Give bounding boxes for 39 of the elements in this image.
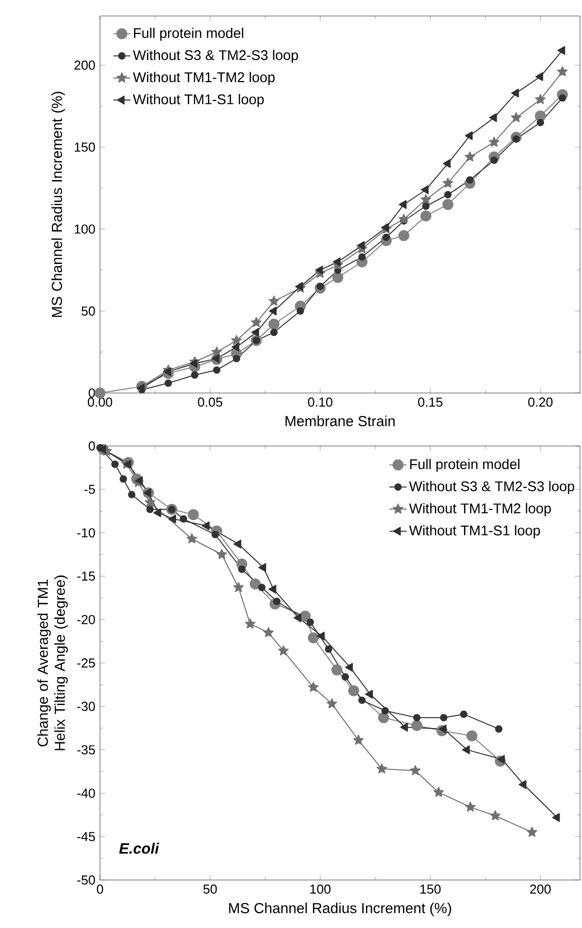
y-tick-label: -35 (77, 745, 95, 754)
legend-label: Full protein model (410, 458, 520, 472)
x-tick-label: 200 (530, 884, 551, 894)
y-tick-label: -20 (77, 614, 95, 624)
legend-label: Without TM1-TM2 loop (409, 503, 551, 516)
x-tick-label: 0.05 (198, 398, 222, 407)
y-tick-label: -5 (84, 484, 95, 494)
y-tick-label: -30 (77, 702, 95, 711)
y-tick-label: 200 (74, 60, 95, 70)
y-tick-label: 100 (74, 224, 95, 234)
y-tick-label: -15 (77, 572, 95, 581)
x-axis-title: MS Channel Radius Increment (%) (229, 902, 452, 916)
x-tick-label: 0.15 (418, 398, 442, 407)
x-tick-label: 0.00 (88, 398, 112, 407)
y-axis-title: MS Channel Radius Increment (%) (51, 92, 65, 317)
legend-label: Full protein model (134, 28, 244, 41)
x-tick-label: 0.10 (308, 398, 332, 407)
y-tick-label: 0 (88, 441, 95, 451)
x-tick-label: 150 (420, 884, 441, 894)
y-tick-label: -50 (77, 875, 95, 885)
legend-label: Without S3 & TM2-S3 loop (132, 50, 298, 63)
legend-label: Without TM1-TM2 loop (132, 72, 275, 85)
annotation: E.coli (119, 842, 160, 854)
x-tick-label: 0.20 (528, 398, 553, 407)
y-axis-title: Change of Averaged TM1 Helix Tilting Angle (degree) (37, 576, 68, 750)
x-tick-label: 50 (203, 884, 217, 894)
x-axis-title: Membrane Strain (286, 416, 395, 426)
x-tick-label: 100 (310, 884, 331, 894)
x-tick-label: 0 (96, 884, 104, 894)
y-tick-label: -45 (77, 832, 95, 842)
y-tick-label: 150 (74, 142, 95, 152)
legend-label: Without TM1-S1 loop (132, 94, 264, 108)
y-tick-label: 50 (82, 306, 95, 316)
legend-label: Without TM1-S1 loop (409, 525, 540, 538)
legend-label: Without S3 & TM2-S3 loop (409, 480, 574, 494)
y-tick-label: -40 (77, 788, 95, 798)
y-tick-label: -25 (77, 658, 95, 668)
y-tick-label: 0 (88, 388, 95, 398)
y-tick-label: -10 (77, 528, 95, 538)
